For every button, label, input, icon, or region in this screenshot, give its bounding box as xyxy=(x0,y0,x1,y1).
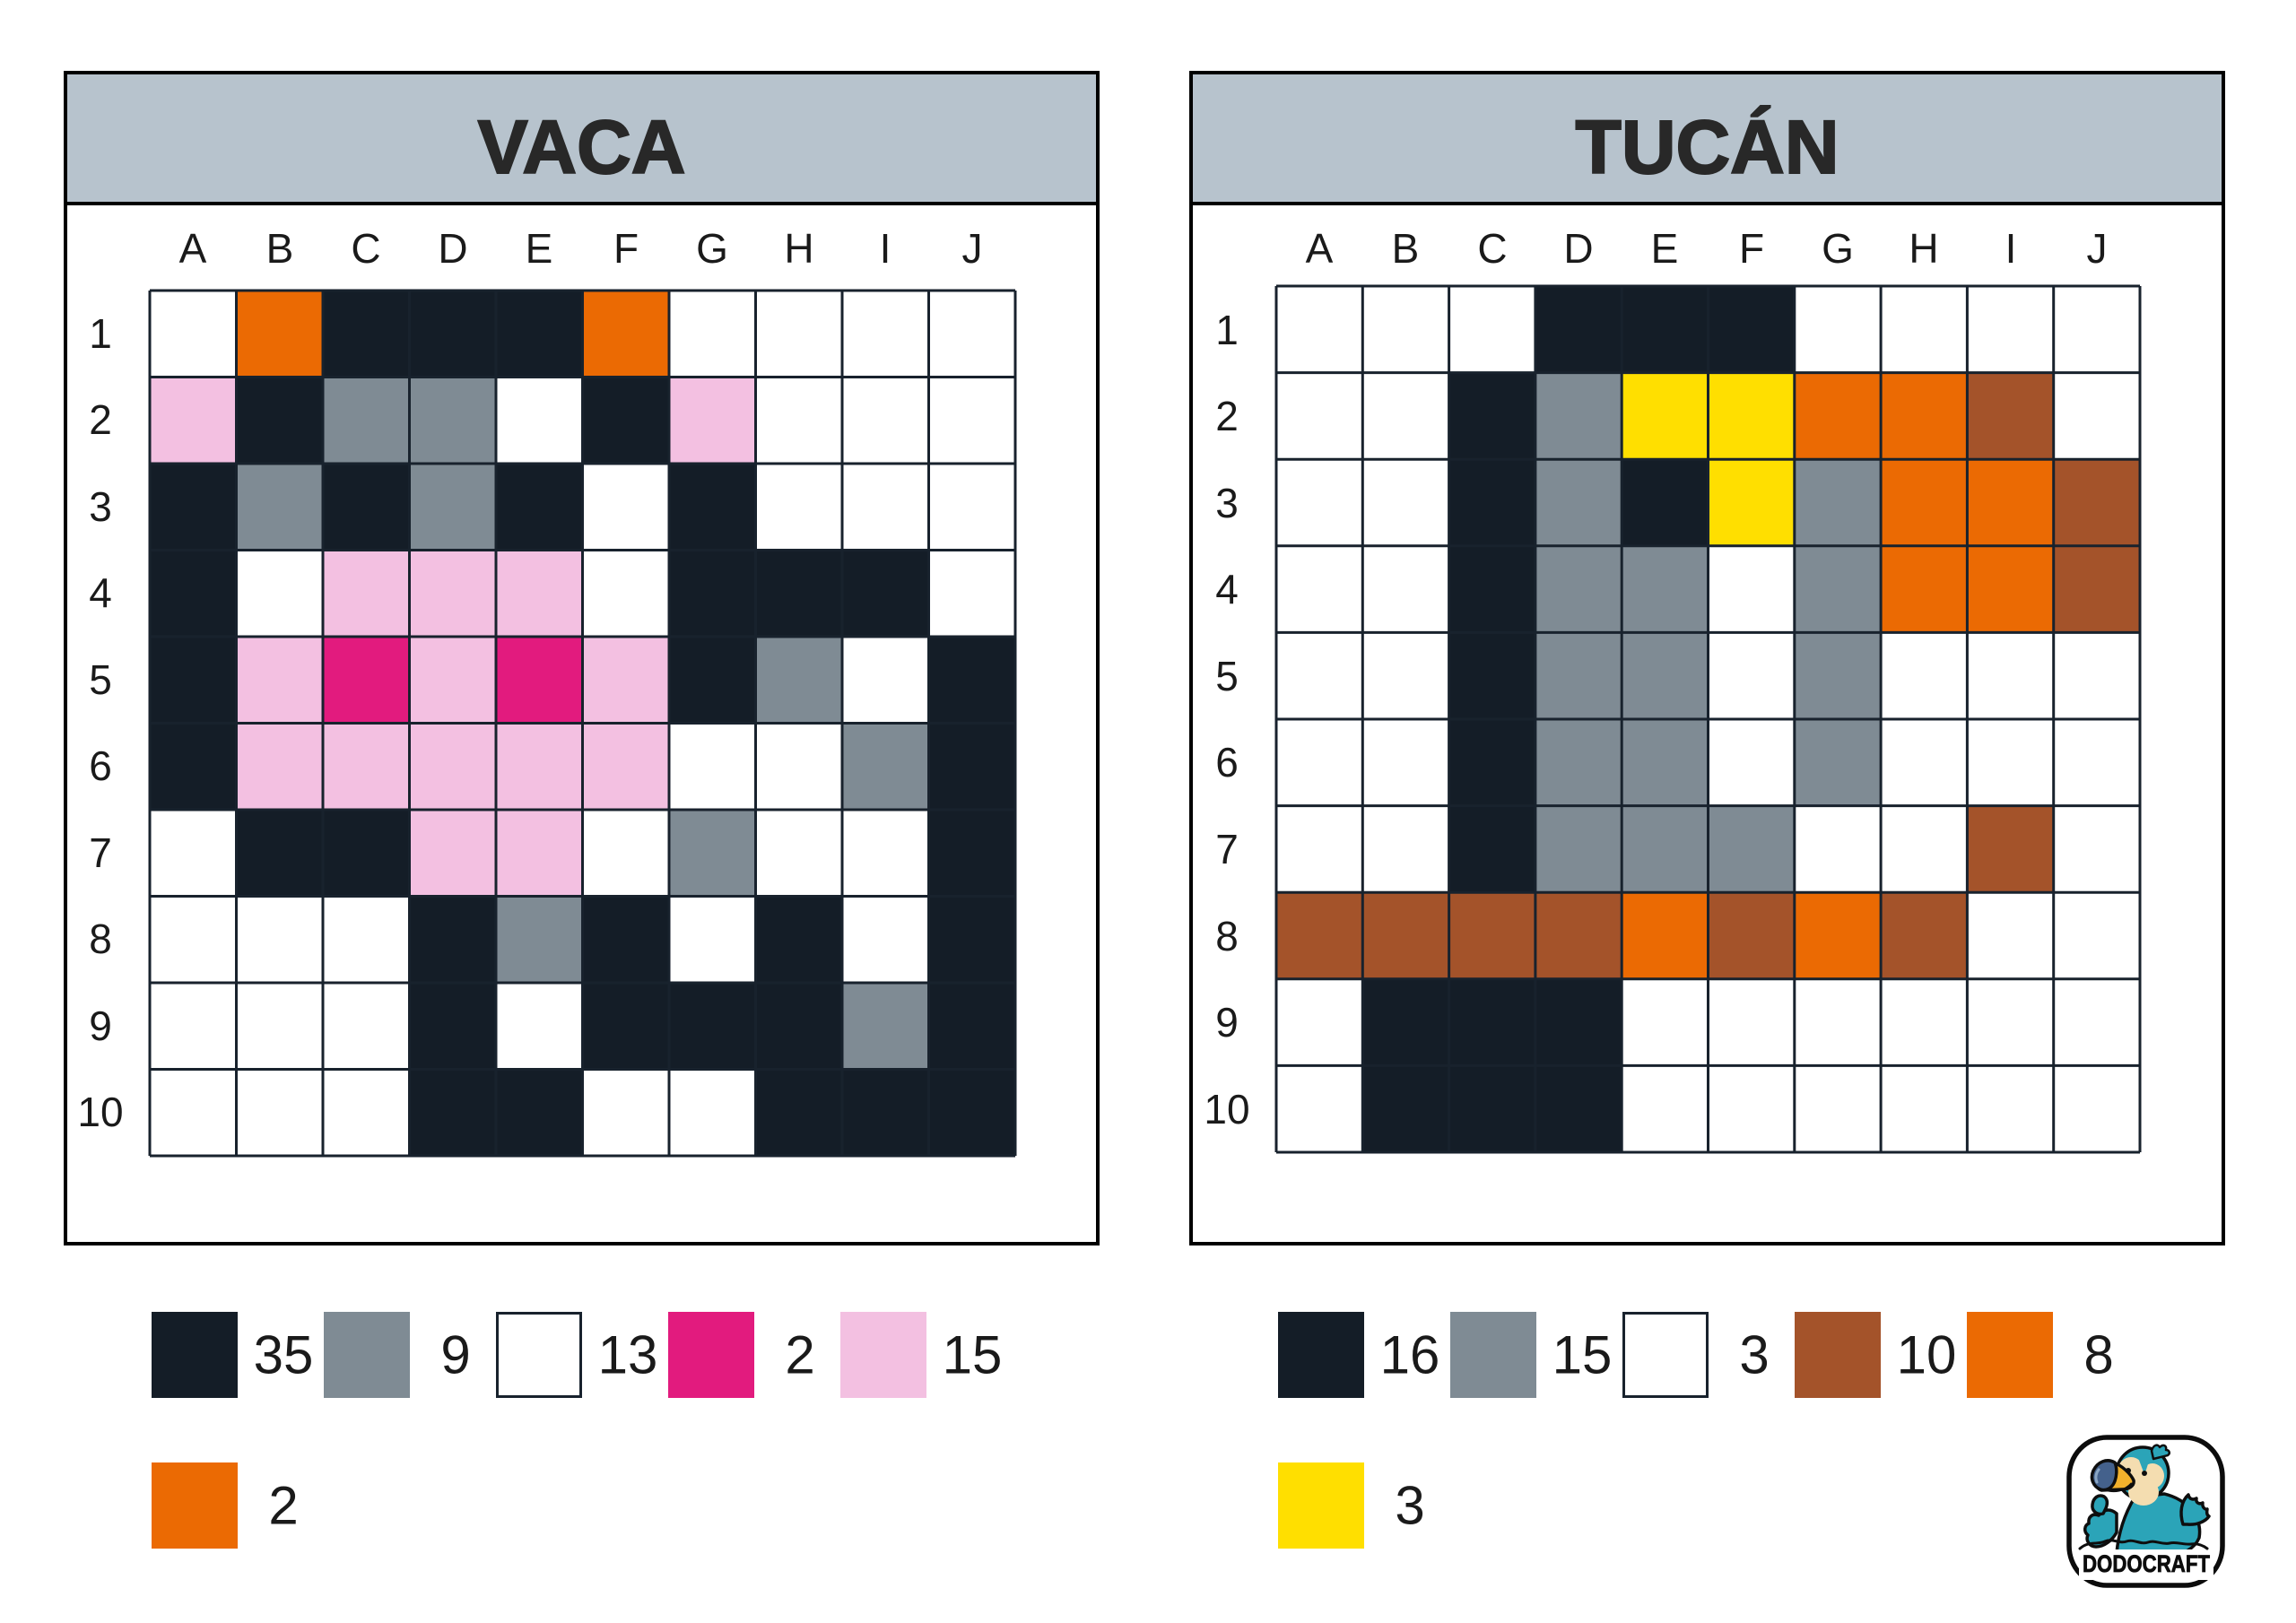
svg-text:DODOCRAFT: DODOCRAFT xyxy=(2083,1550,2210,1577)
